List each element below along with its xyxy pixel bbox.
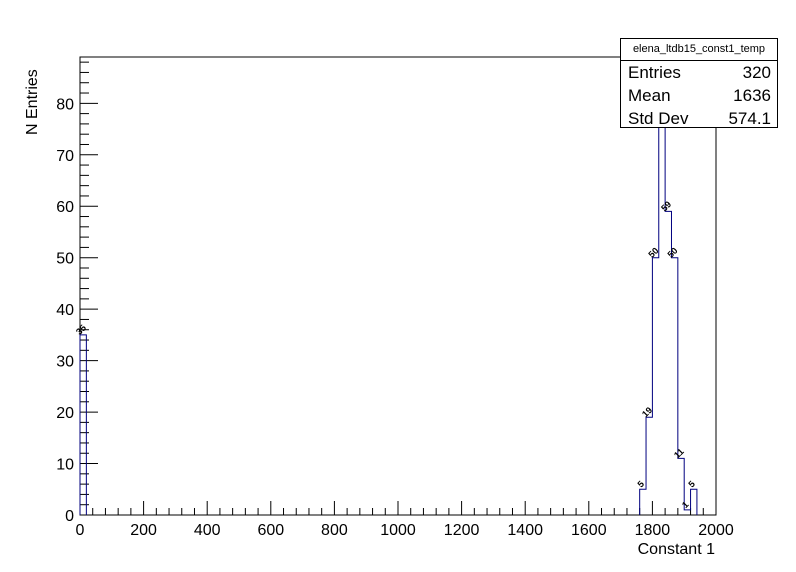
histogram-bin xyxy=(646,417,652,515)
y-axis: 0 10 20 30 40 50 60 70 80 xyxy=(56,61,98,525)
x-tick-label: 800 xyxy=(321,522,348,539)
x-tick-label: 1600 xyxy=(571,522,607,539)
bin-value-label: 1 xyxy=(680,499,691,510)
x-tick-label: 400 xyxy=(194,522,221,539)
y-tick-label: 0 xyxy=(65,508,74,525)
stats-row-stddev: Std Dev 574.1 xyxy=(621,107,777,130)
x-tick-label: 1400 xyxy=(507,522,543,539)
y-tick-label: 50 xyxy=(56,251,74,268)
y-tick-label: 10 xyxy=(56,457,74,474)
x-tick-label: 600 xyxy=(257,522,284,539)
histogram-bins xyxy=(80,78,697,515)
y-tick-label: 40 xyxy=(56,302,74,319)
x-axis-title: Constant 1 xyxy=(638,541,715,558)
x-tick-label: 1800 xyxy=(635,522,671,539)
bin-value-label: 50 xyxy=(665,245,679,259)
histogram-bin xyxy=(652,258,658,515)
x-tick-label: 2000 xyxy=(698,522,734,539)
stddev-value: 574.1 xyxy=(728,109,771,128)
stats-box: elena_ltdb15_const1_temp Entries 320 Mea… xyxy=(620,38,778,128)
histogram-bin xyxy=(671,258,677,515)
mean-value: 1636 xyxy=(733,86,771,105)
y-tick-label: 70 xyxy=(56,148,74,165)
histogram-outline xyxy=(79,77,698,515)
x-tick-label: 1200 xyxy=(444,522,480,539)
x-tick-label: 0 xyxy=(76,522,85,539)
y-tick-label: 80 xyxy=(56,96,74,113)
stats-row-entries: Entries 320 xyxy=(621,61,777,84)
mean-label: Mean xyxy=(628,86,671,105)
stddev-label: Std Dev xyxy=(628,109,689,128)
y-axis-title: N Entries xyxy=(24,69,41,135)
y-tick-label: 30 xyxy=(56,354,74,371)
stats-row-mean: Mean 1636 xyxy=(621,84,777,107)
histogram-bin xyxy=(640,489,646,515)
x-tick-label: 1000 xyxy=(380,522,416,539)
x-tick-label: 200 xyxy=(130,522,157,539)
bin-value-label: 5 xyxy=(635,479,646,490)
bin-value-label: 59 xyxy=(659,199,673,213)
histogram-bin xyxy=(691,489,697,515)
entries-value: 320 xyxy=(742,63,771,82)
stats-title: elena_ltdb15_const1_temp xyxy=(621,39,777,61)
bin-value-label: 5 xyxy=(686,479,697,490)
histogram-bin xyxy=(684,510,690,515)
x-axis: 0 200 400 600 800 1000 1200 1400 1600 1800 2000 xyxy=(76,501,734,539)
entries-label: Entries xyxy=(628,63,681,82)
histogram-bin xyxy=(80,335,86,515)
bin-value-label: 50 xyxy=(646,245,660,259)
bin-value-label: 19 xyxy=(640,405,654,419)
histogram-bin xyxy=(659,78,665,515)
y-tick-label: 60 xyxy=(56,199,74,216)
y-tick-label: 20 xyxy=(56,405,74,422)
